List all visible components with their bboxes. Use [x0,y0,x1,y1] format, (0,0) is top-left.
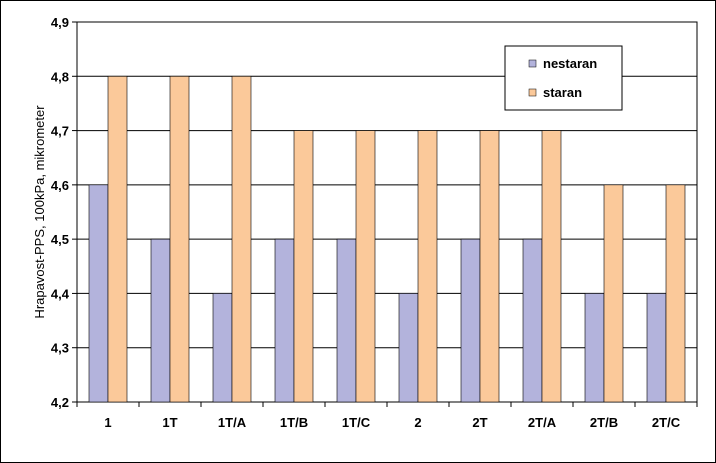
x-tick-label: 1T/A [218,415,247,430]
bars [88,75,686,403]
y-tick-label: 4,4 [51,286,70,301]
bar-nestaran [398,293,419,403]
y-axis: 4,2 4,3 4,4 4,5 4,6 4,7 4,8 4,9 [51,15,77,410]
bar-nestaran [460,238,481,403]
x-tick-label: 1T [162,415,177,430]
bar-staran [541,130,562,403]
bar-nestaran [150,238,171,403]
bar-nestaran [584,293,605,403]
bar-nestaran [646,293,667,403]
x-tick-label: 1 [104,415,111,430]
bar-staran [169,75,190,403]
bar-staran [479,130,500,403]
x-tick-label: 1T/C [342,415,371,430]
bar-nestaran [212,293,233,403]
x-tick-label: 2 [414,415,421,430]
x-axis: 1 1T 1T/A 1T/B 1T/C 2 2T 2T/A 2T/B 2T/C [76,402,698,430]
legend-box [504,45,623,111]
legend-label-staran: staran [543,85,582,100]
legend-swatch-staran [528,88,537,97]
bar-nestaran [336,238,357,403]
bar-nestaran [274,238,295,403]
bar-nestaran [88,184,109,403]
legend: nestaran staran [504,45,623,111]
x-tick-label: 1T/B [280,415,308,430]
legend-swatch-nestaran [528,59,537,68]
bar-staran [293,130,314,403]
y-tick-label: 4,3 [51,341,69,356]
x-tick-label: 2T/C [652,415,681,430]
x-tick-label: 2T/B [590,415,618,430]
y-tick-label: 4,7 [51,124,69,139]
bar-staran [603,184,624,403]
y-axis-label: Hrapavost-PPS, 100kPa, mikrometer [32,105,47,319]
x-tick-label: 2T/A [528,415,557,430]
y-tick-label: 4,8 [51,69,69,84]
bar-nestaran [522,238,543,403]
y-tick-label: 4,2 [51,395,69,410]
y-tick-label: 4,5 [51,232,69,247]
bar-staran [417,130,438,403]
y-tick-label: 4,6 [51,178,69,193]
bar-staran [107,75,128,403]
y-tick-label: 4,9 [51,15,69,30]
x-tick-label: 2T [472,415,487,430]
legend-label-nestaran: nestaran [543,56,597,71]
bar-staran [231,75,252,403]
bar-staran [355,130,376,403]
bar-staran [665,184,686,403]
